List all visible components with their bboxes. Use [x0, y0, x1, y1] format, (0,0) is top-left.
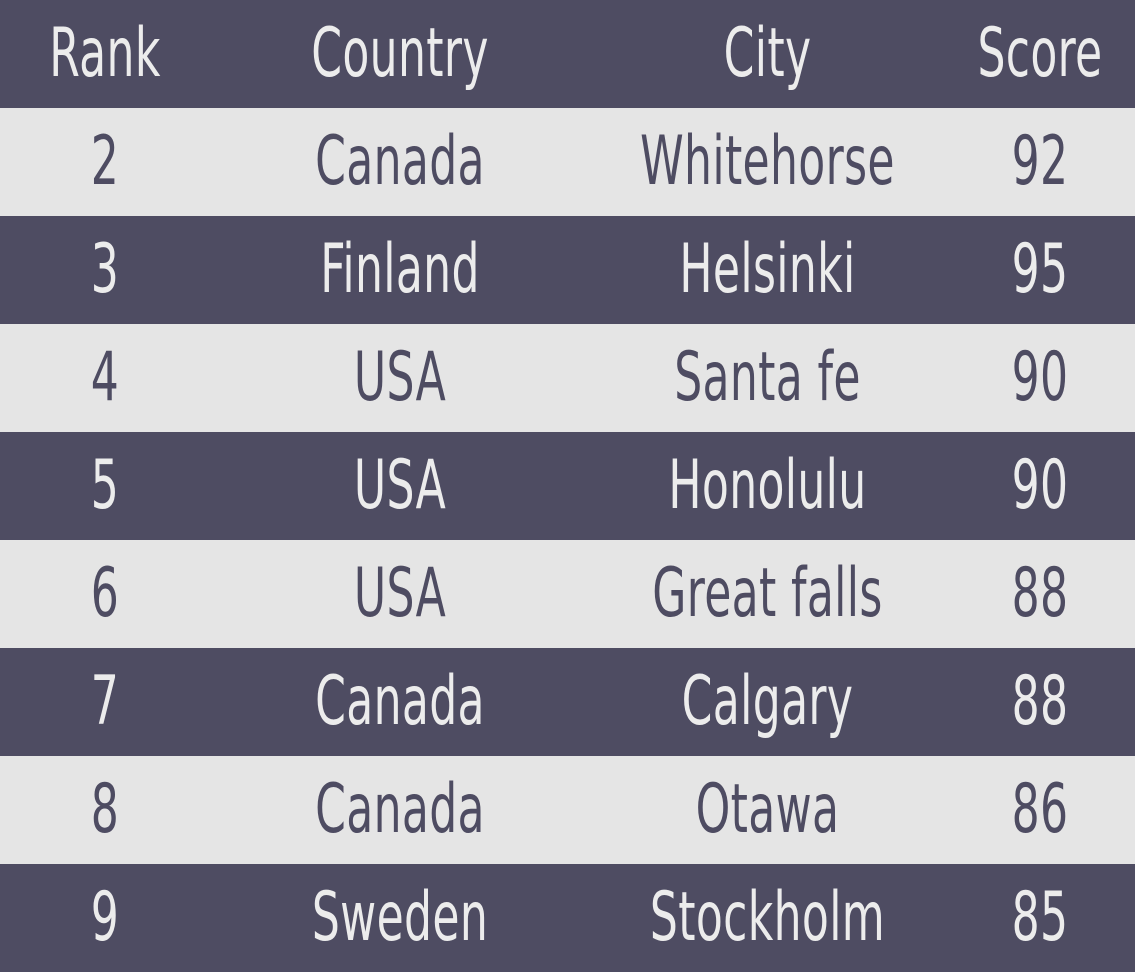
country-cell: USA: [353, 554, 447, 633]
table-row: 4 USA Santa fe 90: [0, 324, 1135, 432]
city-cell: Otawa: [695, 770, 840, 849]
rank-cell: 7: [90, 662, 120, 741]
rank-cell: 5: [90, 446, 120, 525]
table-row: 7 Canada Calgary 88: [0, 648, 1135, 756]
country-cell: Canada: [315, 122, 485, 201]
city-cell: Stockholm: [649, 878, 886, 957]
city-cell: Honolulu: [668, 446, 867, 525]
country-cell: USA: [353, 446, 447, 525]
table-row: 9 Sweden Stockholm 85: [0, 864, 1135, 972]
city-cell: Whitehorse: [640, 122, 895, 201]
rank-cell: 6: [90, 554, 120, 633]
country-cell: Canada: [315, 770, 485, 849]
score-cell: 85: [1011, 878, 1069, 957]
country-cell: USA: [353, 338, 447, 417]
score-cell: 90: [1011, 338, 1069, 417]
table-row: 6 USA Great falls 88: [0, 540, 1135, 648]
rank-cell: 3: [90, 230, 120, 309]
city-cell: Helsinki: [679, 230, 856, 309]
header-city: City: [723, 14, 812, 93]
table-row: 5 USA Honolulu 90: [0, 432, 1135, 540]
score-cell: 86: [1011, 770, 1069, 849]
city-cell: Great falls: [652, 554, 883, 633]
score-cell: 88: [1011, 662, 1069, 741]
table-row: 8 Canada Otawa 86: [0, 756, 1135, 864]
rank-cell: 9: [90, 878, 120, 957]
score-cell: 90: [1011, 446, 1069, 525]
header-score: Score: [977, 14, 1103, 93]
country-cell: Sweden: [311, 878, 489, 957]
score-cell: 95: [1011, 230, 1069, 309]
header-country: Country: [311, 14, 489, 93]
header-rank: Rank: [49, 14, 161, 93]
score-cell: 92: [1011, 122, 1069, 201]
country-cell: Canada: [315, 662, 485, 741]
score-cell: 88: [1011, 554, 1069, 633]
city-cell: Calgary: [681, 662, 854, 741]
country-cell: Finland: [320, 230, 480, 309]
table-header-row: Rank Country City Score: [0, 0, 1135, 108]
rank-cell: 2: [90, 122, 120, 201]
table-row: 3 Finland Helsinki 95: [0, 216, 1135, 324]
rank-cell: 8: [90, 770, 120, 849]
table-row: 2 Canada Whitehorse 92: [0, 108, 1135, 216]
rank-cell: 4: [90, 338, 120, 417]
city-cell: Santa fe: [674, 338, 861, 417]
